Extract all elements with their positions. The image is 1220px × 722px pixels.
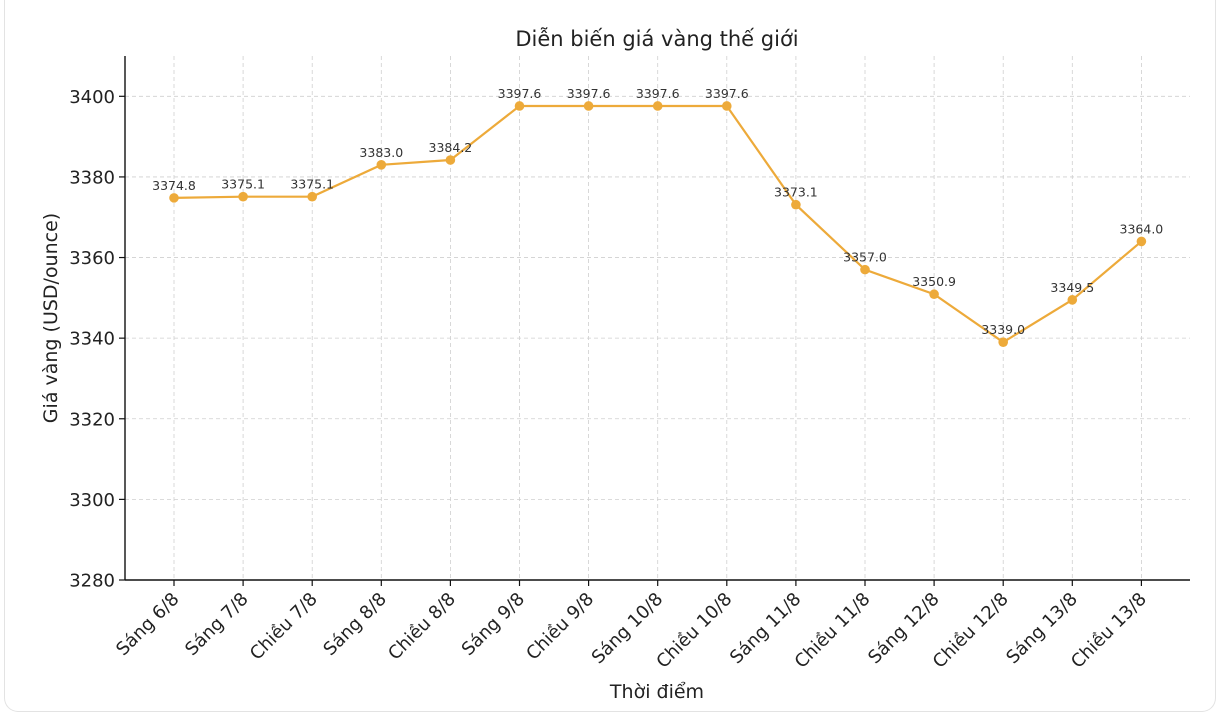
data-point bbox=[169, 193, 179, 203]
data-label: 3397.6 bbox=[636, 86, 680, 101]
y-axis-ticks: 3280 3300 3320 3340 3360 3380 3400 bbox=[69, 87, 125, 592]
data-label: 3349.5 bbox=[1050, 280, 1094, 295]
chart-title: Diễn biến giá vàng thế giới bbox=[515, 26, 798, 51]
data-point bbox=[722, 101, 732, 111]
data-point bbox=[998, 337, 1008, 347]
x-tick-label: Sáng 6/8 bbox=[112, 589, 183, 660]
y-tick-label: 3320 bbox=[69, 409, 115, 430]
data-label: 3375.1 bbox=[221, 177, 265, 192]
data-point bbox=[238, 191, 248, 202]
data-point bbox=[860, 264, 870, 275]
x-axis-label: Thời điểm bbox=[609, 681, 704, 703]
y-tick-label: 3300 bbox=[69, 490, 115, 511]
chart-card bbox=[4, 0, 1216, 712]
data-point bbox=[1067, 295, 1078, 305]
y-tick-label: 3380 bbox=[69, 167, 115, 188]
data-label: 3339.0 bbox=[981, 322, 1025, 337]
y-tick-label: 3340 bbox=[69, 329, 115, 350]
data-label: 3350.9 bbox=[912, 274, 956, 289]
data-label: 3375.1 bbox=[290, 177, 334, 192]
y-axis-label: Giá vàng (USD/ounce) bbox=[40, 213, 62, 423]
data-label: 3397.6 bbox=[498, 86, 542, 101]
data-label: 3383.0 bbox=[359, 145, 403, 160]
x-tick-label: Chiều 8/8 bbox=[384, 589, 460, 665]
x-tick-label: Sáng 7/8 bbox=[181, 589, 252, 660]
data-label: 3397.6 bbox=[705, 86, 749, 101]
y-tick-label: 3400 bbox=[69, 87, 115, 108]
series bbox=[169, 101, 1147, 347]
x-tick-label: Chiều 7/8 bbox=[246, 589, 322, 665]
data-label: 3374.8 bbox=[152, 178, 196, 193]
x-tick-label: Chiều 13/8 bbox=[1067, 589, 1151, 673]
x-tick-label: Sáng 9/8 bbox=[458, 589, 529, 660]
data-label: 3357.0 bbox=[843, 250, 887, 265]
data-point bbox=[445, 155, 456, 165]
data-labels: 3374.8 3375.1 3375.1 3383.0 3384.2 3397.6 3397… bbox=[152, 86, 1163, 337]
x-tick-label: Sáng 8/8 bbox=[319, 589, 390, 660]
x-tick-label: Chiều 10/8 bbox=[652, 589, 736, 673]
x-tick-label: Chiều 11/8 bbox=[791, 589, 875, 673]
x-tick-label: Chiều 12/8 bbox=[929, 589, 1013, 673]
data-label: 3397.6 bbox=[567, 86, 611, 101]
data-point bbox=[652, 101, 663, 111]
data-point bbox=[583, 101, 594, 111]
y-tick-label: 3280 bbox=[69, 571, 115, 592]
data-label: 3384.2 bbox=[429, 140, 473, 155]
data-point bbox=[791, 199, 801, 210]
data-point bbox=[929, 289, 939, 300]
data-point bbox=[1136, 236, 1147, 247]
grid bbox=[125, 56, 1190, 580]
data-point bbox=[376, 160, 387, 170]
data-point bbox=[307, 191, 318, 202]
data-point bbox=[514, 101, 525, 111]
data-label: 3373.1 bbox=[774, 185, 818, 200]
y-tick-label: 3360 bbox=[69, 248, 115, 269]
data-label: 3364.0 bbox=[1120, 221, 1164, 236]
